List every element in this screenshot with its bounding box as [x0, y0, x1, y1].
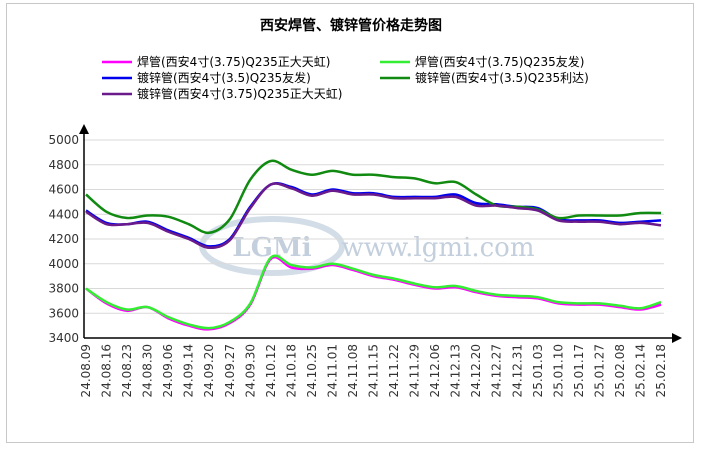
y-tick-label: 4600: [48, 183, 79, 197]
x-tick-label: 24.11.08: [346, 344, 360, 397]
x-axis-arrow: [672, 333, 682, 343]
grid: [84, 139, 664, 339]
x-tick-label: 25.01.17: [572, 344, 586, 397]
y-tick-label: 4400: [48, 207, 79, 221]
y-axis-arrow: [79, 124, 89, 134]
x-tick-label: 25.02.18: [654, 344, 668, 397]
x-tick-label: 25.01.27: [592, 344, 606, 397]
y-tick-label: 4800: [48, 158, 79, 172]
x-tick-label: 24.09.14: [182, 344, 196, 397]
chart-title: 西安焊管、镀锌管价格走势图: [260, 17, 442, 34]
x-tick-labels: 24.08.09 24.08.16 24.08.23 24.08.30 24.09.06…: [79, 344, 668, 397]
axes: [79, 124, 682, 343]
x-tick-label: 25.01.03: [531, 344, 545, 397]
x-tick-label: 24.08.09: [79, 344, 93, 397]
chart-frame: [6, 3, 694, 443]
series-line-5: [85, 182, 662, 249]
x-tick-label: 24.12.27: [490, 344, 504, 397]
x-tick-label: 24.10.18: [284, 344, 298, 397]
legend-label: 镀锌管(西安4寸(3.5)Q235友发): [137, 70, 311, 85]
x-tick-label: 25.02.14: [633, 344, 647, 397]
y-tick-label: 4000: [48, 257, 79, 271]
legend-label: 镀锌管(西安4寸(3.75)Q235正大天虹): [137, 86, 342, 101]
x-tick-label: 24.09.27: [223, 344, 237, 397]
legend: 焊管(西安4寸(3.75)Q235正大天虹) 焊管(西安4寸(3.75)Q235友…: [102, 54, 589, 101]
x-tick-label: 25.01.10: [551, 344, 565, 397]
y-tick-label: 3800: [48, 282, 79, 296]
x-tick-label: 25.02.08: [613, 344, 627, 397]
series-line-2: [85, 254, 662, 330]
legend-label: 焊管(西安4寸(3.75)Q235正大天虹): [137, 54, 330, 69]
x-tick-label: 24.12.13: [449, 344, 463, 397]
legend-label: 镀锌管(西安4寸(3.5)Q235利达): [415, 70, 589, 85]
x-tick-label: 24.11.22: [387, 344, 401, 397]
x-tick-label: 24.10.12: [264, 344, 278, 397]
x-tick-label: 24.08.23: [120, 344, 134, 397]
series-group: [85, 159, 662, 331]
y-tick-label: 4200: [48, 232, 79, 246]
x-tick-label: 24.11.01: [325, 344, 339, 397]
series-line-4: [85, 159, 662, 235]
x-tick-label: 24.08.30: [141, 344, 155, 397]
x-tick-label: 24.11.29: [408, 344, 422, 397]
x-tick-label: 24.09.20: [202, 344, 216, 397]
watermark: LGMi www.lgmi.com: [199, 216, 535, 276]
x-tick-label: 24.11.15: [367, 344, 381, 397]
x-tick-label: 24.12.31: [510, 344, 524, 397]
y-tick-labels: 3400 3600 3800 4000 4200 4400 4600 4800 5000: [48, 133, 79, 345]
x-tick-label: 24.08.16: [100, 344, 114, 397]
x-tick-label: 24.09.30: [243, 344, 257, 397]
x-tick-label: 24.10.25: [305, 344, 319, 397]
x-tick-label: 24.12.06: [428, 344, 442, 397]
y-tick-label: 5000: [48, 133, 79, 147]
y-tick-label: 3600: [48, 306, 79, 320]
watermark-url: www.lgmi.com: [341, 233, 534, 263]
x-tick-label: 24.09.06: [161, 344, 175, 397]
x-tick-label: 24.12.20: [469, 344, 483, 397]
legend-label: 焊管(西安4寸(3.75)Q235友发): [415, 54, 584, 69]
y-tick-label: 3400: [48, 331, 79, 345]
